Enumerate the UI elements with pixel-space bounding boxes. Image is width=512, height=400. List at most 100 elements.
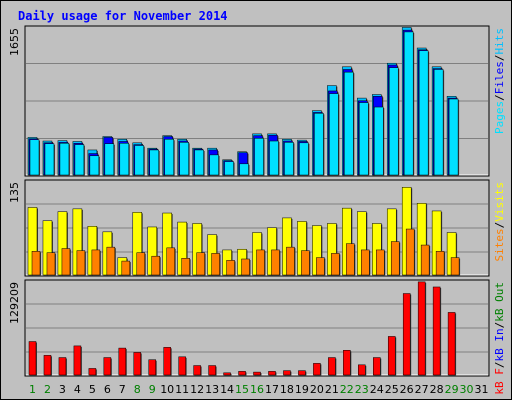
x-tick-label: 27 (415, 383, 429, 396)
x-tick-label: 3 (59, 383, 66, 396)
sites-bar (435, 251, 445, 276)
sites-bar (31, 251, 41, 276)
pages-bar (29, 139, 40, 176)
legend-entry: / (493, 322, 506, 329)
kbf-bar (402, 293, 411, 376)
sites-bar (166, 247, 175, 276)
legend-entry: Sites (493, 228, 506, 261)
x-tick-label: 9 (149, 383, 156, 396)
legend-entry: / (493, 222, 506, 229)
kbf-bar (148, 359, 156, 376)
pages-bar (374, 106, 384, 176)
pages-bar (254, 138, 264, 176)
x-tick-label: 1 (29, 383, 36, 396)
sites-bar (271, 249, 280, 276)
x-tick-label: 14 (220, 383, 234, 396)
pages-bar (433, 69, 444, 176)
kbf-bar (103, 357, 112, 376)
sites-bar (405, 228, 415, 276)
kbf-bar (268, 371, 276, 376)
chart-title: Daily usage for November 2014 (18, 9, 228, 23)
kbf-bar (417, 281, 426, 376)
sites-bar (316, 257, 325, 276)
pages-bar (44, 143, 55, 176)
kbf-bar (43, 355, 52, 376)
kbf-bar (28, 341, 37, 376)
sites-bar (420, 244, 430, 276)
kbf-bar (238, 371, 246, 376)
sites-bar (196, 252, 205, 276)
kbf-bar (313, 363, 321, 376)
pages-bar (239, 163, 249, 176)
legend-entry: Visits (493, 182, 506, 222)
x-tick-label: 11 (175, 383, 189, 396)
legend-entry: / (493, 362, 506, 369)
pages-bar (104, 143, 115, 176)
sites-bar (331, 253, 340, 276)
x-tick-label: 22 (340, 383, 354, 396)
y-max-label-hits-files-pages: 1655 (8, 28, 21, 56)
kbf-bar (387, 336, 396, 376)
sites-bar (76, 250, 86, 276)
x-tick-label: 19 (295, 383, 309, 396)
kbf-bar (343, 350, 351, 376)
kbf-bar (447, 312, 456, 376)
x-tick-label: 2 (44, 383, 51, 396)
sites-bar (121, 260, 131, 276)
pages-bar (359, 102, 369, 176)
x-tick-label: 21 (325, 383, 339, 396)
x-tick-label: 17 (265, 383, 279, 396)
x-tick-label: 7 (119, 383, 126, 396)
pages-bar (209, 154, 219, 176)
x-tick-label: 29 (445, 383, 459, 396)
kbf-bar (178, 356, 186, 376)
sites-bar (46, 252, 56, 276)
sites-bar (106, 246, 116, 276)
x-tick-label: 20 (310, 383, 324, 396)
pages-bar (59, 143, 70, 176)
kbf-bar (163, 347, 171, 376)
x-tick-label: 26 (400, 383, 414, 396)
sites-bar (181, 258, 190, 276)
x-tick-label: 31 (475, 383, 489, 396)
legend-entry: Files (493, 61, 506, 94)
legend-entry: Hits (493, 28, 506, 55)
pages-bar (299, 142, 309, 176)
x-tick-label: 30 (460, 383, 474, 396)
sites-bar (376, 249, 385, 276)
kbf-bar (328, 357, 336, 376)
kbf-bar (208, 365, 216, 376)
pages-bar (179, 142, 189, 176)
sites-bar (361, 249, 370, 276)
kbf-bar (193, 365, 201, 376)
sites-bar (390, 241, 400, 276)
x-tick-label: 5 (89, 383, 96, 396)
legend-entry: / (493, 55, 506, 62)
x-tick-label: 23 (355, 383, 369, 396)
pages-bar (89, 155, 100, 176)
kbf-bar (373, 357, 381, 376)
kbf-bar (223, 372, 231, 376)
kbf-bar (432, 286, 441, 376)
sites-bar (136, 252, 146, 276)
kbf-bar (58, 357, 67, 376)
sites-bar (151, 255, 160, 276)
pages-bar (284, 142, 294, 176)
pages-bar (403, 31, 414, 176)
x-tick-label: 10 (160, 383, 174, 396)
sites-bar (241, 258, 250, 276)
pages-bar (119, 143, 130, 176)
legend-entry: kB In (493, 328, 506, 361)
sites-bar (450, 257, 460, 276)
pages-bar (418, 50, 429, 176)
x-tick-label: 13 (205, 383, 219, 396)
kbf-bar (358, 364, 366, 376)
legend-entry: kB Out (493, 282, 506, 322)
kbf-bar (73, 345, 82, 376)
kbf-bar (133, 352, 142, 376)
kbf-bar (298, 370, 306, 376)
sites-bar (61, 248, 71, 276)
pages-bar (74, 144, 85, 176)
sites-bar (301, 250, 310, 276)
